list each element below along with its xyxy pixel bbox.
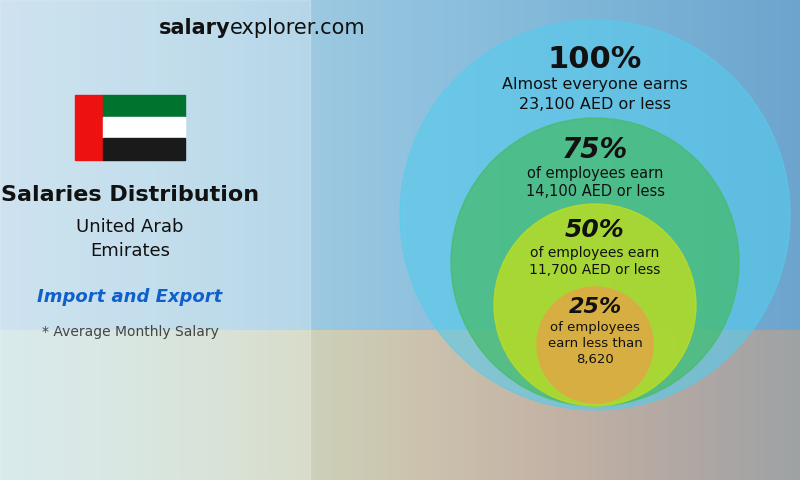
Circle shape — [537, 287, 653, 403]
Text: Almost everyone earns: Almost everyone earns — [502, 77, 688, 92]
Circle shape — [494, 204, 696, 406]
Text: Salaries Distribution: Salaries Distribution — [1, 185, 259, 205]
Text: 50%: 50% — [565, 218, 625, 242]
Text: explorer.com: explorer.com — [230, 18, 366, 38]
Circle shape — [400, 20, 790, 410]
Text: 100%: 100% — [548, 45, 642, 74]
Text: salary: salary — [158, 18, 230, 38]
Text: 75%: 75% — [562, 136, 628, 164]
Text: of employees: of employees — [550, 321, 640, 334]
Text: 23,100 AED or less: 23,100 AED or less — [519, 97, 671, 112]
Text: earn less than: earn less than — [548, 337, 642, 350]
Text: * Average Monthly Salary: * Average Monthly Salary — [42, 325, 218, 339]
Text: Emirates: Emirates — [90, 242, 170, 260]
Text: 25%: 25% — [568, 297, 622, 317]
Bar — [102, 117, 185, 138]
Text: 8,620: 8,620 — [576, 353, 614, 366]
Text: Import and Export: Import and Export — [38, 288, 222, 306]
Text: 14,100 AED or less: 14,100 AED or less — [526, 184, 665, 199]
Circle shape — [451, 118, 739, 406]
FancyBboxPatch shape — [0, 0, 310, 480]
Text: 11,700 AED or less: 11,700 AED or less — [530, 263, 661, 277]
Text: of employees earn: of employees earn — [527, 166, 663, 181]
Bar — [102, 138, 185, 160]
Text: United Arab: United Arab — [76, 218, 184, 236]
Bar — [75, 95, 102, 160]
Bar — [102, 95, 185, 117]
Text: of employees earn: of employees earn — [530, 246, 660, 260]
